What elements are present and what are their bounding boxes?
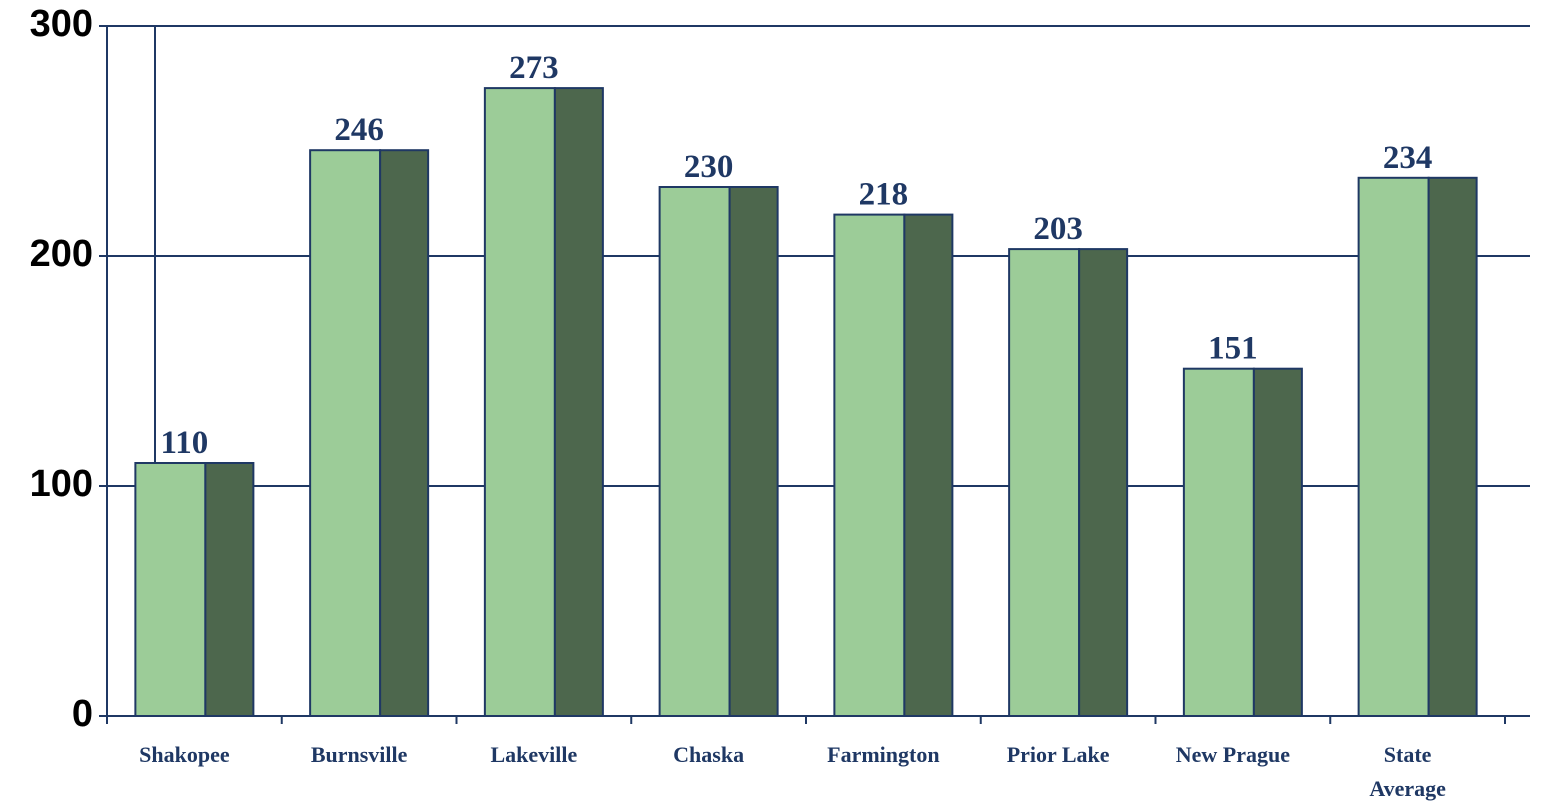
bar bbox=[483, 87, 556, 718]
x-tick-label: New Prague bbox=[1175, 742, 1290, 767]
bar-side bbox=[553, 87, 604, 718]
data-label: 234 bbox=[1383, 140, 1433, 176]
x-tick-label: Chaska bbox=[673, 742, 745, 767]
bar bbox=[1008, 248, 1081, 717]
bar bbox=[833, 213, 906, 717]
bar-side bbox=[204, 462, 255, 717]
bar bbox=[134, 462, 207, 717]
x-tick-label: Prior Lake bbox=[1006, 742, 1110, 767]
y-tick-label: 0 bbox=[72, 693, 93, 735]
bar-side bbox=[1078, 248, 1129, 717]
data-label: 230 bbox=[684, 149, 734, 185]
y-tick-label: 100 bbox=[30, 463, 93, 505]
data-label: 246 bbox=[334, 112, 384, 148]
data-label: 203 bbox=[1033, 211, 1083, 247]
bar-side bbox=[1427, 176, 1478, 718]
data-label: 273 bbox=[509, 50, 559, 86]
x-tick-label: Lakeville bbox=[490, 742, 578, 767]
bar bbox=[1182, 367, 1255, 717]
x-tick-label: Shakopee bbox=[139, 742, 230, 767]
bar bbox=[309, 149, 382, 717]
x-tick-label: Burnsville bbox=[310, 742, 408, 767]
x-tick-label: Farmington bbox=[827, 742, 940, 767]
bar-side bbox=[903, 213, 954, 717]
data-label: 218 bbox=[859, 177, 909, 213]
bar-side bbox=[1252, 367, 1303, 717]
y-tick-label: 300 bbox=[30, 3, 93, 45]
bar bbox=[1357, 176, 1430, 718]
bar-side bbox=[379, 149, 430, 717]
data-label: 151 bbox=[1208, 331, 1258, 367]
data-label: 110 bbox=[161, 425, 209, 461]
bar bbox=[658, 186, 731, 717]
bar-side bbox=[728, 186, 779, 717]
y-tick-label: 200 bbox=[30, 233, 93, 275]
x-tick-label: State Average bbox=[1369, 742, 1446, 801]
